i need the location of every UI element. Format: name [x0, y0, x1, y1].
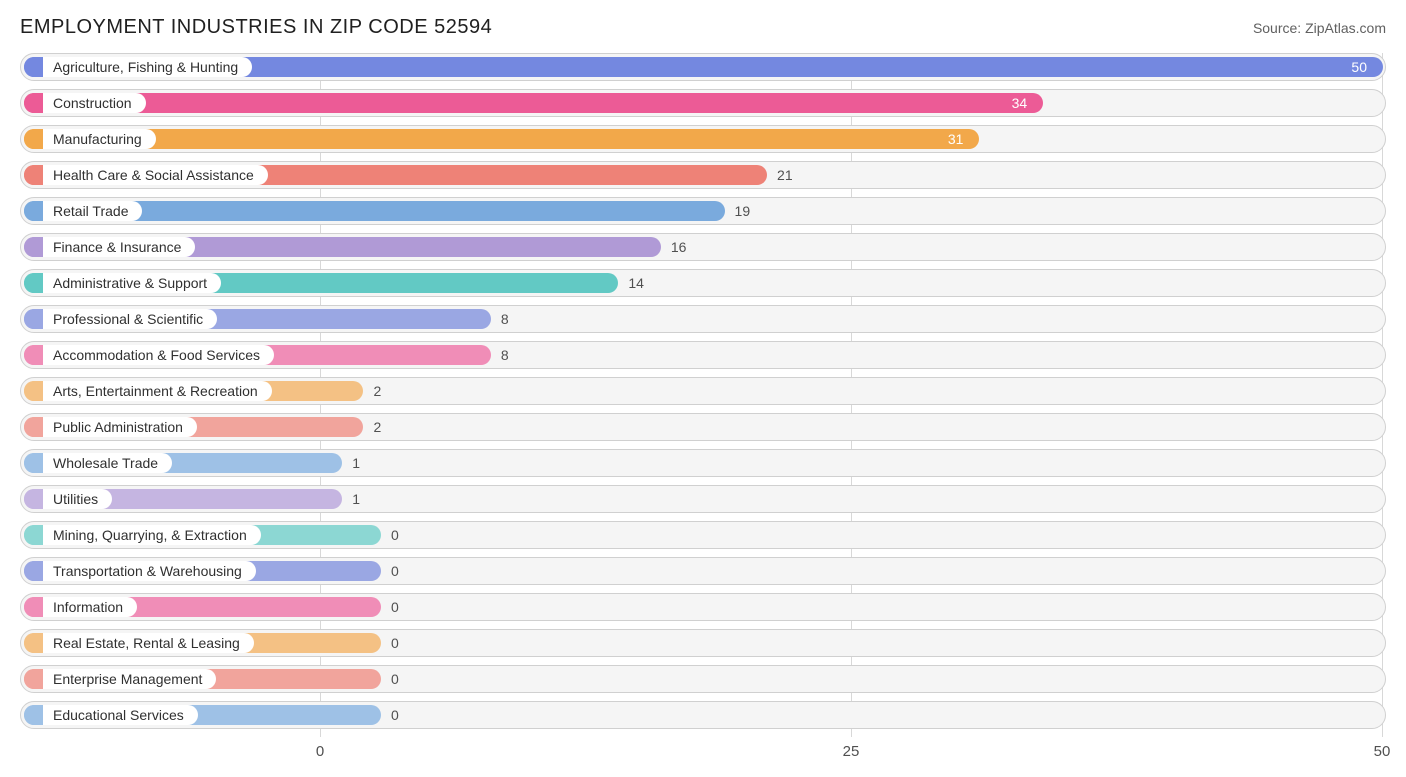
axis-tick-label: 25 [843, 743, 860, 760]
bar-track: Wholesale Trade 1 [20, 449, 1386, 477]
bar-track: Educational Services 0 [20, 701, 1386, 729]
bar-track: Information 0 [20, 593, 1386, 621]
bar-row: Accommodation & Food Services 8 [20, 341, 1386, 369]
bar-row: Arts, Entertainment & Recreation 2 [20, 377, 1386, 405]
bar-value: 8 [501, 342, 509, 368]
bars-container: Agriculture, Fishing & Hunting 50 Construc… [20, 53, 1386, 729]
bar-track: Arts, Entertainment & Recreation 2 [20, 377, 1386, 405]
chart-title: EMPLOYMENT INDUSTRIES IN ZIP CODE 52594 [20, 16, 492, 39]
bar-value: 0 [391, 522, 399, 548]
bar-row: Construction 34 [20, 89, 1386, 117]
bar-row: Educational Services 0 [20, 701, 1386, 729]
bar-row: Agriculture, Fishing & Hunting 50 [20, 53, 1386, 81]
bar-track: Retail Trade 19 [20, 197, 1386, 225]
bar-track: Real Estate, Rental & Leasing 0 [20, 629, 1386, 657]
bar-fill [24, 129, 979, 149]
bar-track: Mining, Quarrying, & Extraction 0 [20, 521, 1386, 549]
bar-label: Agriculture, Fishing & Hunting [43, 57, 252, 77]
bar-track: Construction 34 [20, 89, 1386, 117]
bar-value: 8 [501, 306, 509, 332]
bar-label: Manufacturing [43, 129, 156, 149]
bar-value: 0 [391, 594, 399, 620]
chart-header: EMPLOYMENT INDUSTRIES IN ZIP CODE 52594 … [20, 16, 1386, 39]
bar-row: Finance & Insurance 16 [20, 233, 1386, 261]
bar-row: Administrative & Support 14 [20, 269, 1386, 297]
chart-area: Agriculture, Fishing & Hunting 50 Construc… [20, 53, 1386, 765]
bar-value: 1 [352, 450, 360, 476]
axis-tick-label: 0 [316, 743, 324, 760]
bar-track: Finance & Insurance 16 [20, 233, 1386, 261]
bar-label: Enterprise Management [43, 669, 216, 689]
bar-label: Professional & Scientific [43, 309, 217, 329]
chart-source: Source: ZipAtlas.com [1253, 20, 1386, 36]
bar-row: Mining, Quarrying, & Extraction 0 [20, 521, 1386, 549]
bar-track: Utilities 1 [20, 485, 1386, 513]
bar-row: Enterprise Management 0 [20, 665, 1386, 693]
bar-label: Transportation & Warehousing [43, 561, 256, 581]
source-prefix: Source: [1253, 20, 1305, 36]
bar-track: Professional & Scientific 8 [20, 305, 1386, 333]
bar-value: 16 [671, 234, 687, 260]
bar-row: Transportation & Warehousing 0 [20, 557, 1386, 585]
bar-label: Public Administration [43, 417, 197, 437]
bar-label: Mining, Quarrying, & Extraction [43, 525, 261, 545]
bar-track: Enterprise Management 0 [20, 665, 1386, 693]
bar-label: Retail Trade [43, 201, 142, 221]
bar-row: Wholesale Trade 1 [20, 449, 1386, 477]
bar-label: Educational Services [43, 705, 198, 725]
bar-row: Utilities 1 [20, 485, 1386, 513]
bar-value: 1 [352, 486, 360, 512]
bar-track: Health Care & Social Assistance 21 [20, 161, 1386, 189]
bar-row: Health Care & Social Assistance 21 [20, 161, 1386, 189]
bar-value: 0 [391, 558, 399, 584]
bar-label: Health Care & Social Assistance [43, 165, 268, 185]
bar-label: Real Estate, Rental & Leasing [43, 633, 254, 653]
bar-value: 2 [373, 414, 381, 440]
bar-value: 31 [948, 126, 964, 152]
source-name: ZipAtlas.com [1305, 20, 1386, 36]
bar-label: Accommodation & Food Services [43, 345, 274, 365]
bar-value: 34 [1012, 90, 1028, 116]
bar-label: Arts, Entertainment & Recreation [43, 381, 272, 401]
bar-row: Information 0 [20, 593, 1386, 621]
bar-row: Retail Trade 19 [20, 197, 1386, 225]
bar-track: Transportation & Warehousing 0 [20, 557, 1386, 585]
bar-track: Agriculture, Fishing & Hunting 50 [20, 53, 1386, 81]
bar-row: Public Administration 2 [20, 413, 1386, 441]
bar-label: Construction [43, 93, 146, 113]
bar-row: Professional & Scientific 8 [20, 305, 1386, 333]
bar-label: Wholesale Trade [43, 453, 172, 473]
bar-label: Administrative & Support [43, 273, 221, 293]
bar-label: Finance & Insurance [43, 237, 195, 257]
bar-track: Accommodation & Food Services 8 [20, 341, 1386, 369]
axis-tick-label: 50 [1374, 743, 1391, 760]
bar-fill [24, 93, 1043, 113]
bar-track: Manufacturing 31 [20, 125, 1386, 153]
bar-value: 50 [1351, 54, 1367, 80]
bar-value: 21 [777, 162, 793, 188]
bar-value: 19 [735, 198, 751, 224]
bar-value: 0 [391, 702, 399, 728]
bar-value: 2 [373, 378, 381, 404]
bar-track: Public Administration 2 [20, 413, 1386, 441]
bar-row: Manufacturing 31 [20, 125, 1386, 153]
x-axis: 02550 [20, 737, 1386, 765]
bar-label: Utilities [43, 489, 112, 509]
bar-label: Information [43, 597, 137, 617]
bar-row: Real Estate, Rental & Leasing 0 [20, 629, 1386, 657]
bar-value: 14 [628, 270, 644, 296]
bar-value: 0 [391, 666, 399, 692]
bar-value: 0 [391, 630, 399, 656]
bar-track: Administrative & Support 14 [20, 269, 1386, 297]
